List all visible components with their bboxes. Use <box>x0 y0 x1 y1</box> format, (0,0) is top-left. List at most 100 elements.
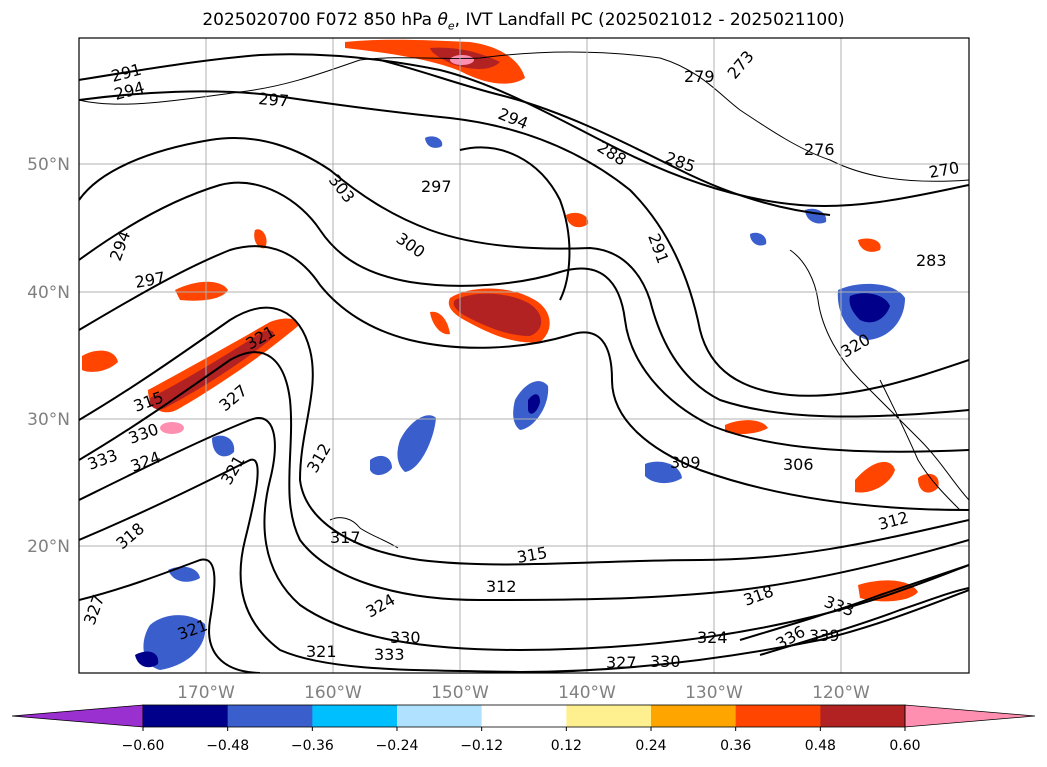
colorbar-ticks: −0.60 −0.48 −0.36 −0.24 −0.12 0.12 0.24 0.36 0.4… <box>122 727 921 754</box>
contour-3 <box>79 137 969 418</box>
title-prefix: 2025020700 F072 850 hPa <box>202 10 438 30</box>
lon-label-140w: 140°W <box>558 683 616 703</box>
contour-label: 321 <box>306 642 337 661</box>
lon-label-130w: 130°W <box>685 683 743 703</box>
contour-label: 327 <box>606 653 637 672</box>
longitude-labels: 170°W 160°W 150°W 140°W 130°W 120°W <box>177 683 870 703</box>
shade-blob-6 <box>858 580 918 602</box>
contour-label: 276 <box>804 140 835 159</box>
contour-label: 324 <box>697 628 728 647</box>
lon-label-120w: 120°W <box>812 683 870 703</box>
contour-10 <box>79 558 261 673</box>
shade-pink-top <box>450 55 474 65</box>
contour-label: 312 <box>486 577 517 596</box>
shade-blue-11 <box>750 232 767 246</box>
contour-label: 306 <box>783 455 814 474</box>
lat-label-30n: 30°N <box>27 410 70 430</box>
shade-blue-6 <box>143 615 206 670</box>
colorbar-segment <box>735 705 821 727</box>
colorbar-tick-label: 0.12 <box>551 738 582 754</box>
shade-blob-1 <box>175 281 228 301</box>
contour-label: 297 <box>421 177 452 196</box>
coast-us-west <box>789 249 969 501</box>
colorbar-tick-label: 0.36 <box>720 738 751 754</box>
shade-blue-3 <box>370 455 392 476</box>
contour-7 <box>79 351 969 602</box>
contour-label: 330 <box>390 628 421 647</box>
lon-label-160w: 160°W <box>304 683 362 703</box>
shade-blue-4-core <box>849 293 890 323</box>
contour-label: 333 <box>374 645 405 664</box>
contour-11 <box>379 59 831 216</box>
shade-blob-4 <box>566 212 589 228</box>
colorbar-tick-label: −0.48 <box>206 738 249 754</box>
colorbar-tick-label: 0.24 <box>635 738 666 754</box>
title-theta: θ <box>437 10 448 30</box>
contour-label: 317 <box>330 528 361 547</box>
lon-label-150w: 150°W <box>431 683 489 703</box>
coast-hawaii <box>329 517 399 549</box>
map-frame <box>78 37 970 674</box>
contour-13 <box>739 564 969 641</box>
title-theta-sub: e <box>447 19 455 33</box>
colorbar-tick-label: −0.24 <box>376 738 419 754</box>
contour-label: 283 <box>916 251 947 270</box>
colorbar-outline <box>142 704 906 728</box>
shade-blob-7 <box>725 420 768 435</box>
contour-6 <box>79 306 969 566</box>
contour-5 <box>79 245 969 511</box>
theta-e-contours <box>79 53 969 673</box>
colorbar-segment <box>143 705 229 727</box>
colorbar-tick-label: 0.48 <box>805 738 836 754</box>
shade-blob-9 <box>858 238 881 252</box>
grid-lines <box>79 38 969 673</box>
colorbar-segment <box>566 705 652 727</box>
colorbar-tick-label: 0.60 <box>889 738 920 754</box>
shade-blob-3 <box>254 229 267 249</box>
contour-2 <box>79 90 969 397</box>
shade-central-small <box>430 311 450 335</box>
contour-label: 279 <box>684 67 715 86</box>
shade-blue-1-core <box>528 394 540 414</box>
contour-label: 330 <box>650 652 681 671</box>
lat-label-20n: 20°N <box>27 537 70 557</box>
title-suffix: , IVT Landfall PC (2025021012 - 20250211… <box>454 10 845 30</box>
colorbar-extend-left <box>11 704 144 728</box>
colorbar-segment <box>481 705 567 727</box>
shade-blue-2 <box>397 415 436 472</box>
shade-blob-8 <box>918 473 939 493</box>
colorbar-extend-right <box>904 704 1036 728</box>
lat-label-40n: 40°N <box>27 283 70 303</box>
colorbar-segment <box>397 705 483 727</box>
contour-label: 339 <box>809 626 840 645</box>
contour-label: 297 <box>258 89 290 111</box>
colorbar-segment <box>312 705 398 727</box>
map-plot-area: 291 294 297 294 288 285 279 273 276 270 … <box>79 38 969 673</box>
shade-blue-7 <box>212 435 235 457</box>
colorbar-tick-label: −0.12 <box>460 738 503 754</box>
lon-label-170w: 170°W <box>177 683 235 703</box>
colorbar-tick-label: −0.60 <box>122 738 165 754</box>
colorbar-segment <box>651 705 737 727</box>
shade-blue-5 <box>645 461 682 484</box>
shade-blue-6-core <box>135 651 159 668</box>
shade-blue-9 <box>425 136 443 148</box>
lat-label-50n: 50°N <box>27 155 70 175</box>
colorbar <box>11 704 1036 728</box>
shade-ar-pink <box>160 422 184 434</box>
shade-central-darkred <box>453 293 542 336</box>
contour-12 <box>459 146 571 301</box>
shade-blue-8 <box>168 566 200 582</box>
contour-14 <box>759 587 969 656</box>
contour-9 <box>79 458 969 673</box>
contour-label: 309 <box>670 453 701 472</box>
colorbar-segment <box>820 705 906 727</box>
shade-blob-2 <box>82 350 118 372</box>
shade-ne-pacific-top <box>345 39 525 84</box>
map-title: 2025020700 F072 850 hPa θe, IVT Landfall… <box>0 10 1047 32</box>
shade-blob-5 <box>855 461 895 493</box>
colorbar-segment <box>227 705 313 727</box>
shade-ar-core <box>149 330 274 410</box>
contour-4 <box>79 181 969 453</box>
